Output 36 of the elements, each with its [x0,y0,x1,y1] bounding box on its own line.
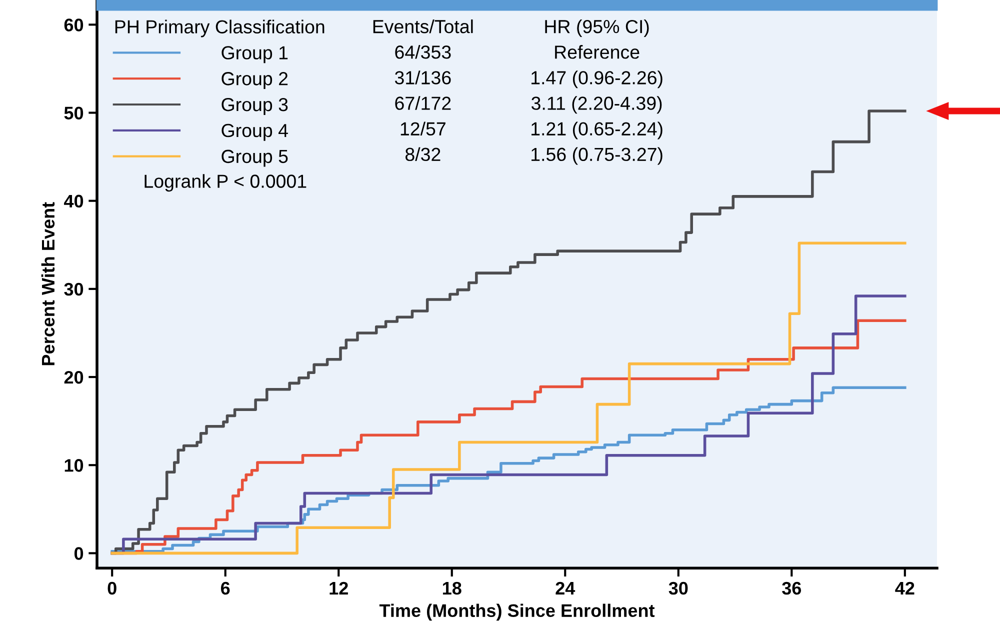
legend-label: Group 1 [222,46,288,64]
x-tick-label: 42 [895,582,914,594]
annotation: 64/353 [395,45,451,59]
y-tick-label: 60 [64,18,84,32]
annotation: 1.56 (0.75-3.27) [532,147,662,165]
x-tick-label: 24 [556,582,576,594]
x-tick-label: 18 [442,582,462,595]
annotation: Logrank P < 0.0001 [144,174,306,192]
annotation: Reference [555,45,640,59]
y-tick-label: 0 [74,547,84,560]
y-tick-label: 50 [64,106,84,120]
annotation: 67/172 [395,96,451,110]
annotation: HR (95% CI) [545,19,649,37]
x-tick-label: 36 [782,582,802,595]
legend-title: PH Primary Classification [115,20,324,38]
x-tick-label: 6 [221,582,230,595]
x-tick-label: 12 [330,582,348,594]
annotation: Events/Total [373,19,473,34]
y-axis-title: Percent With Event [41,202,55,366]
legend-label: Group 3 [222,98,288,115]
y-tick-label: 30 [64,282,84,296]
y-tick-label: 10 [64,459,84,472]
y-tick-label: 20 [64,370,84,384]
y-tick-label: 40 [64,194,84,208]
x-axis-title: Time (Months) Since Enrollment [379,604,655,621]
legend-label: Group 5 [222,150,288,167]
annotation: 1.21 (0.65-2.24) [532,122,662,140]
annotation: 31/136 [394,70,451,84]
annotation: 3.11 (2.20-4.39) [532,96,662,114]
legend-label: Group 4 [222,124,288,141]
annotation: 12/57 [400,122,446,136]
annotation: 8/32 [405,147,440,162]
x-tick-label: 30 [668,582,688,595]
x-tick-label: 0 [108,582,116,595]
legend-label: Group 2 [222,72,288,90]
annotation: 1.47 (0.96-2.26) [532,70,662,88]
